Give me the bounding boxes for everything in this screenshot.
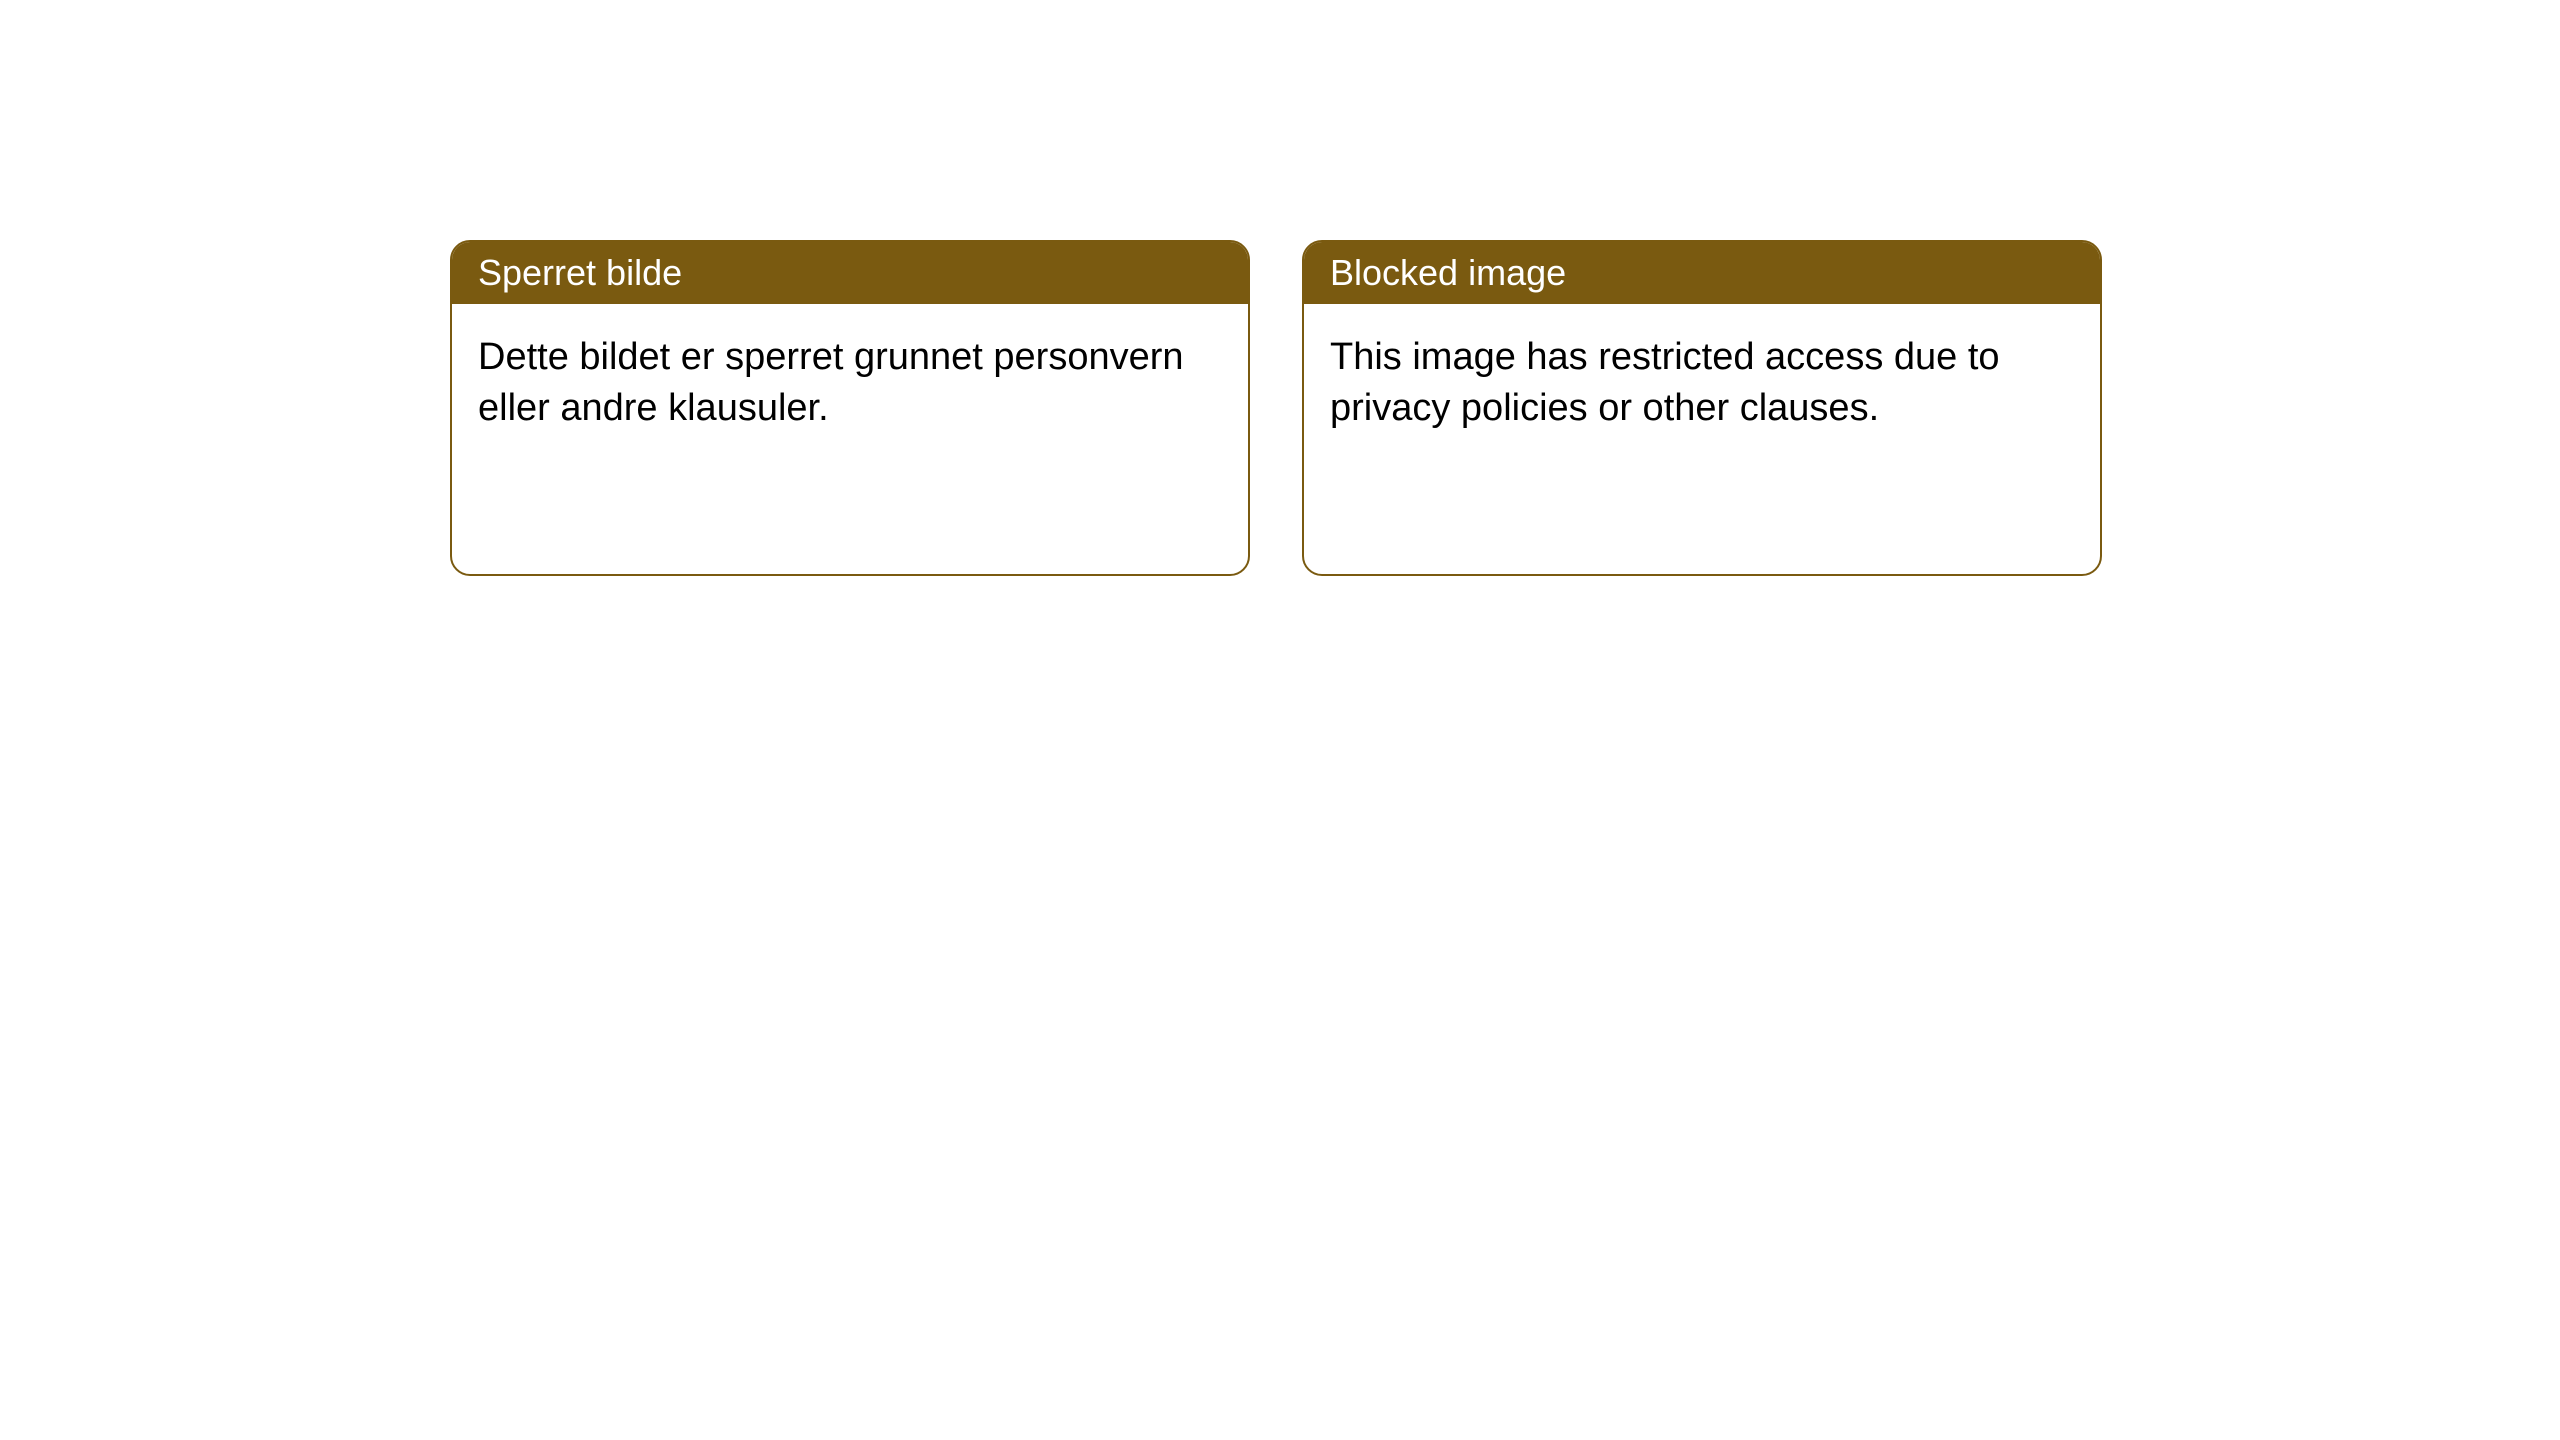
notice-container: Sperret bilde Dette bildet er sperret gr… <box>450 240 2102 576</box>
card-body: This image has restricted access due to … <box>1304 304 2100 463</box>
card-header: Sperret bilde <box>452 242 1248 304</box>
card-body: Dette bildet er sperret grunnet personve… <box>452 304 1248 463</box>
card-header: Blocked image <box>1304 242 2100 304</box>
notice-card-english: Blocked image This image has restricted … <box>1302 240 2102 576</box>
notice-card-norwegian: Sperret bilde Dette bildet er sperret gr… <box>450 240 1250 576</box>
